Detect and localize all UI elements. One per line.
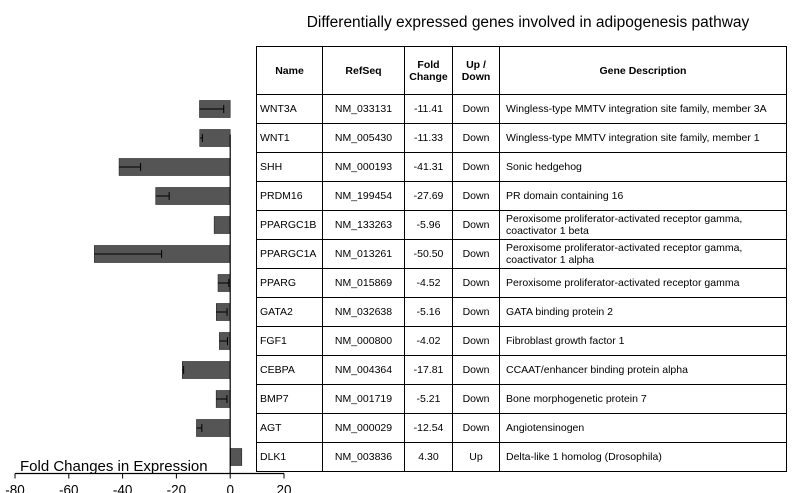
cell-description: Peroxisome proliferator-activated recept… xyxy=(499,268,787,298)
bar-wnt1 xyxy=(199,129,231,147)
cell-direction: Down xyxy=(452,210,500,240)
cell-refseq: NM_199454 xyxy=(322,181,405,211)
table-row: PRDM16 NM_199454 -27.69 Down PR domain conta… xyxy=(256,181,787,211)
cell-description: Peroxisome proliferator-activated recept… xyxy=(499,239,787,269)
cell-description: Wingless-type MMTV integration site fami… xyxy=(499,94,787,124)
cell-refseq: NM_015869 xyxy=(322,268,405,298)
cell-name: CEBPA xyxy=(256,355,323,385)
cell-refseq: NM_033131 xyxy=(322,94,405,124)
cell-name: BMP7 xyxy=(256,384,323,414)
cell-fold-change: 4.30 xyxy=(404,442,453,472)
cell-direction: Down xyxy=(452,355,500,385)
x-tick-label: -80 xyxy=(5,483,25,493)
cell-description: Wingless-type MMTV integration site fami… xyxy=(499,123,787,153)
cell-direction: Up xyxy=(452,442,500,472)
cell-description: Angiotensinogen xyxy=(499,413,787,443)
table-row: AGT NM_000029 -12.54 Down Angiotensinogen xyxy=(256,413,787,443)
cell-direction: Down xyxy=(452,384,500,414)
bar-cebpa xyxy=(181,361,231,379)
cell-name: PRDM16 xyxy=(256,181,323,211)
gene-table: Name RefSeq Fold Change Up / Down Gene D… xyxy=(256,46,787,472)
cell-direction: Down xyxy=(452,181,500,211)
cell-refseq: NM_032638 xyxy=(322,297,405,327)
cell-name: SHH xyxy=(256,152,323,182)
x-tick-label: -20 xyxy=(167,483,187,493)
cell-name: GATA2 xyxy=(256,297,323,327)
cell-name: WNT1 xyxy=(256,123,323,153)
cell-direction: Down xyxy=(452,94,500,124)
header-name: Name xyxy=(256,46,323,95)
cell-description: Bone morphogenetic protein 7 xyxy=(499,384,787,414)
table-row: WNT3A NM_033131 -11.41 Down Wingless-type MM… xyxy=(256,94,787,124)
cell-description: Delta-like 1 homolog (Drosophila) xyxy=(499,442,787,472)
cell-refseq: NM_013261 xyxy=(322,239,405,269)
cell-refseq: NM_004364 xyxy=(322,355,405,385)
x-tick-label: 20 xyxy=(276,483,291,493)
cell-refseq: NM_000193 xyxy=(322,152,405,182)
cell-fold-change: -11.41 xyxy=(404,94,453,124)
cell-name: WNT3A xyxy=(256,94,323,124)
cell-description: Peroxisome proliferator-activated recept… xyxy=(499,210,787,240)
cell-direction: Down xyxy=(452,152,500,182)
table-row: DLK1 NM_003836 4.30 Up Delta-like 1 homolog … xyxy=(256,442,787,472)
x-tick-label: -40 xyxy=(113,483,133,493)
cell-name: PPARGC1B xyxy=(256,210,323,240)
table-row: PPARG NM_015869 -4.52 Down Peroxisome prolif… xyxy=(256,268,787,298)
table-row: SHH NM_000193 -41.31 Down Sonic hedgehog xyxy=(256,152,787,182)
cell-fold-change: -50.50 xyxy=(404,239,453,269)
cell-name: AGT xyxy=(256,413,323,443)
cell-direction: Down xyxy=(452,123,500,153)
bar-ppargc1b xyxy=(213,216,231,234)
x-tick-label: -60 xyxy=(59,483,79,493)
cell-direction: Down xyxy=(452,239,500,269)
cell-description: PR domain containing 16 xyxy=(499,181,787,211)
cell-description: Fibroblast growth factor 1 xyxy=(499,326,787,356)
cell-direction: Down xyxy=(452,413,500,443)
cell-fold-change: -5.21 xyxy=(404,384,453,414)
table-row: BMP7 NM_001719 -5.21 Down Bone morphogenetic… xyxy=(256,384,787,414)
cell-fold-change: -5.96 xyxy=(404,210,453,240)
x-axis-label: Fold Changes in Expression xyxy=(20,458,208,475)
x-tick-label: 0 xyxy=(226,483,234,493)
cell-refseq: NM_003836 xyxy=(322,442,405,472)
cell-direction: Down xyxy=(452,326,500,356)
cell-fold-change: -11.33 xyxy=(404,123,453,153)
cell-refseq: NM_001719 xyxy=(322,384,405,414)
cell-fold-change: -12.54 xyxy=(404,413,453,443)
cell-description: CCAAT/enhancer binding protein alpha xyxy=(499,355,787,385)
cell-name: FGF1 xyxy=(256,326,323,356)
bar-dlk1 xyxy=(229,448,243,466)
header-refseq: RefSeq xyxy=(322,46,405,95)
table-row: FGF1 NM_000800 -4.02 Down Fibroblast growth … xyxy=(256,326,787,356)
cell-description: GATA binding protein 2 xyxy=(499,297,787,327)
cell-description: Sonic hedgehog xyxy=(499,152,787,182)
chart-title: Differentially expressed genes involved … xyxy=(306,14,750,31)
table-row: PPARGC1B NM_133263 -5.96 Down Peroxisome pro… xyxy=(256,210,787,240)
header-fold-change: Fold Change xyxy=(404,46,453,95)
cell-fold-change: -27.69 xyxy=(404,181,453,211)
table-header-row: Name RefSeq Fold Change Up / Down Gene D… xyxy=(256,46,787,95)
table-row: WNT1 NM_005430 -11.33 Down Wingless-type MMT… xyxy=(256,123,787,153)
cell-direction: Down xyxy=(452,268,500,298)
table-row: PPARGC1A NM_013261 -50.50 Down Peroxisome pr… xyxy=(256,239,787,269)
cell-name: PPARG xyxy=(256,268,323,298)
cell-fold-change: -4.02 xyxy=(404,326,453,356)
cell-refseq: NM_005430 xyxy=(322,123,405,153)
header-direction: Up / Down xyxy=(452,46,500,95)
table-row: CEBPA NM_004364 -17.81 Down CCAAT/enhancer b… xyxy=(256,355,787,385)
table-row: GATA2 NM_032638 -5.16 Down GATA binding prot… xyxy=(256,297,787,327)
cell-fold-change: -4.52 xyxy=(404,268,453,298)
cell-fold-change: -5.16 xyxy=(404,297,453,327)
cell-refseq: NM_133263 xyxy=(322,210,405,240)
cell-direction: Down xyxy=(452,297,500,327)
cell-refseq: NM_000800 xyxy=(322,326,405,356)
cell-name: DLK1 xyxy=(256,442,323,472)
bar-chart: -80 -60 -40 -20 0 20 xyxy=(5,100,292,493)
header-description: Gene Description xyxy=(499,46,787,95)
cell-fold-change: -17.81 xyxy=(404,355,453,385)
cell-fold-change: -41.31 xyxy=(404,152,453,182)
cell-refseq: NM_000029 xyxy=(322,413,405,443)
cell-name: PPARGC1A xyxy=(256,239,323,269)
